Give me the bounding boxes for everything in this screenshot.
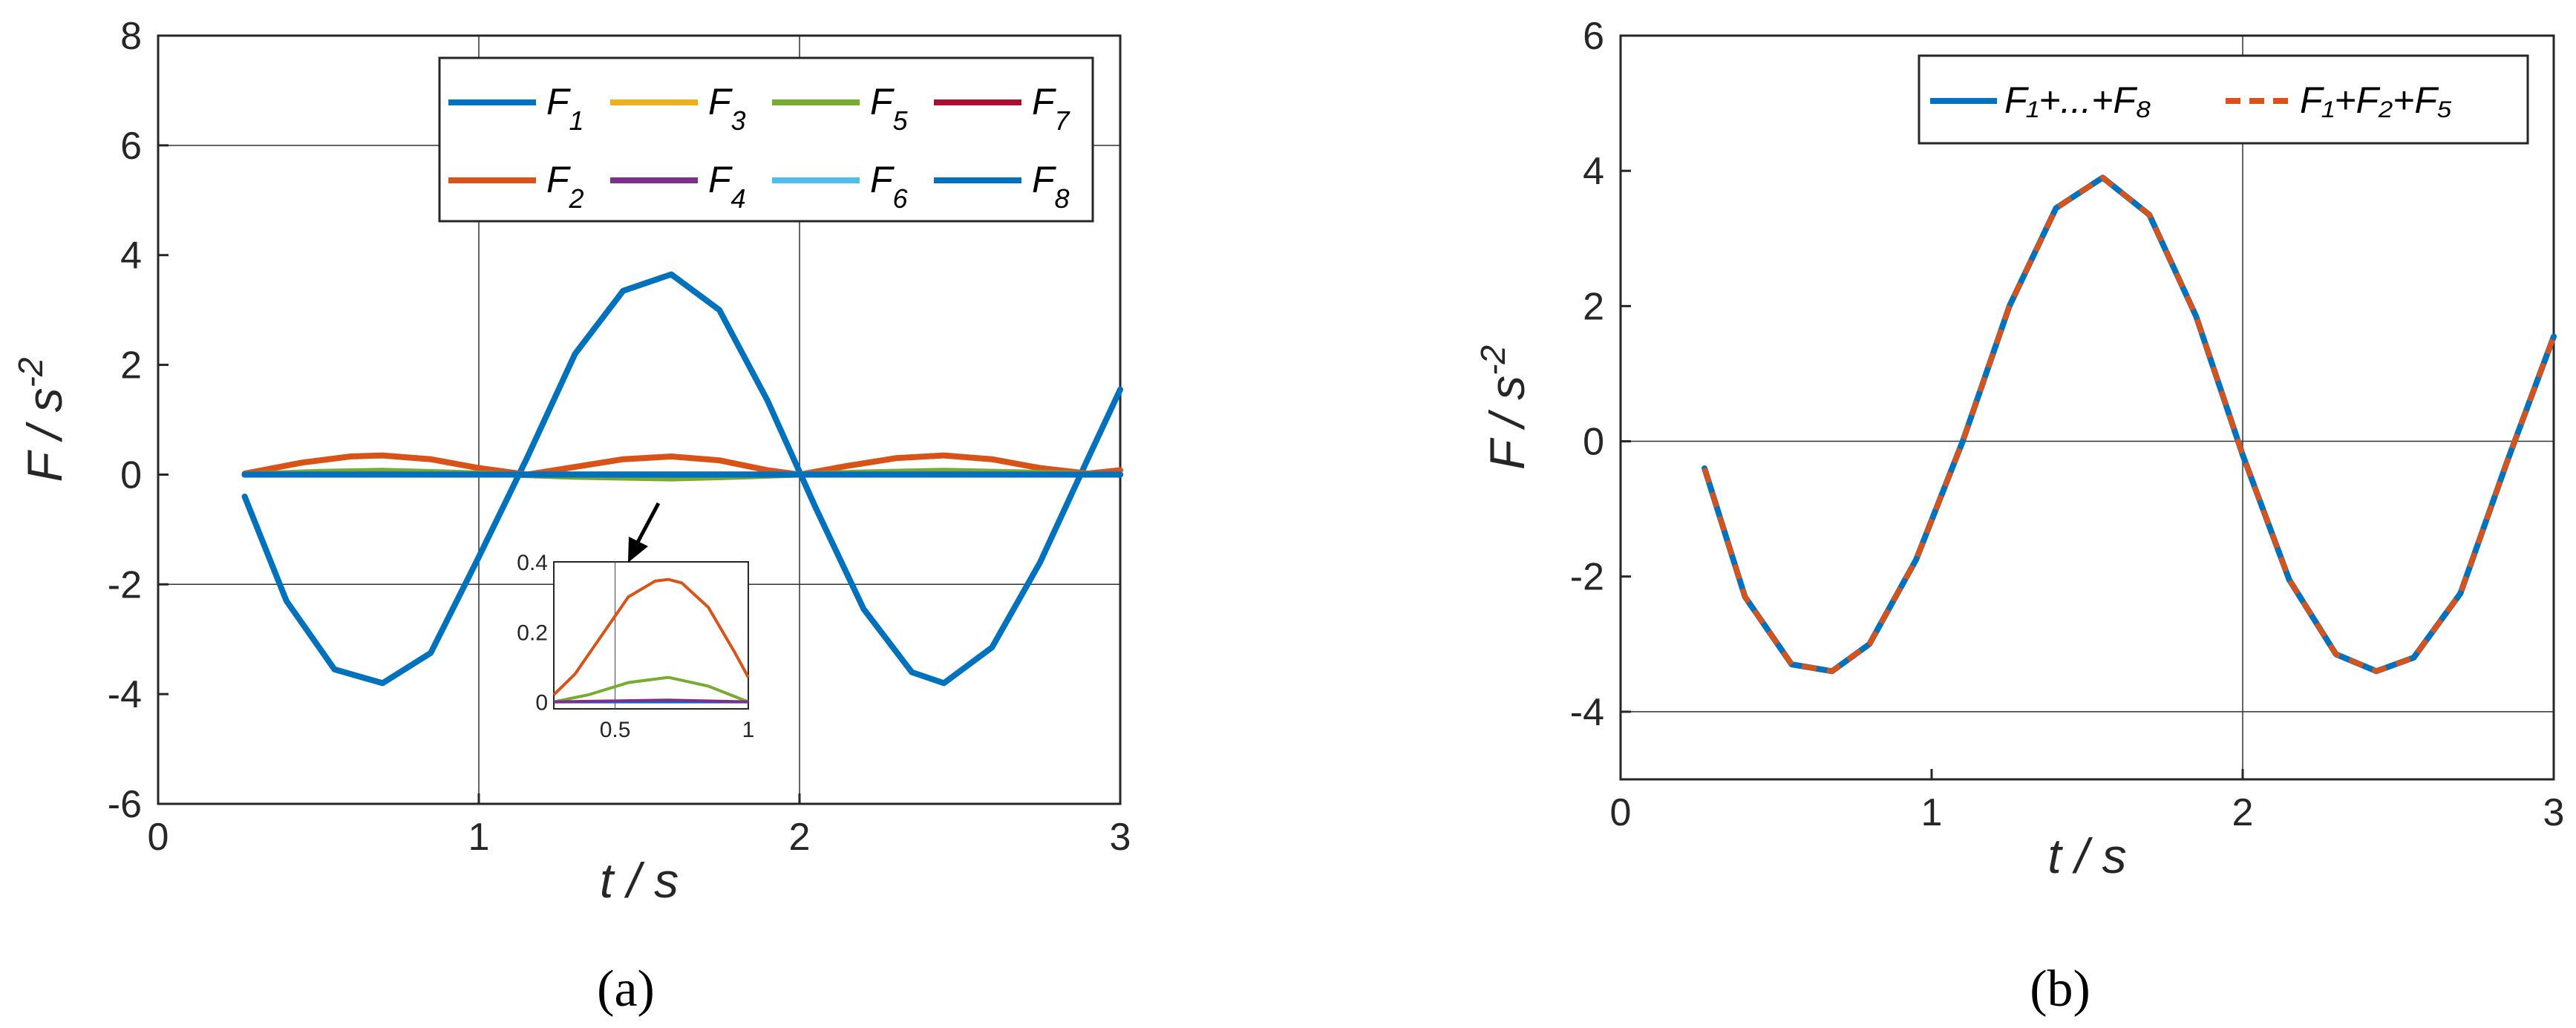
- panel-b-x-ticks: 0 1 2 3: [1610, 769, 2565, 834]
- b-x-tick-label: 0: [1610, 791, 1632, 834]
- a-y-tick-label: -4: [108, 673, 142, 716]
- panel-a-x-axis-label: t / s: [600, 853, 679, 908]
- panel-a-legend-label: F3: [708, 81, 746, 136]
- panel-a-legend-box: [438, 56, 1094, 223]
- panel-a-plot-area: [157, 34, 1122, 805]
- a-series-line-1: [241, 271, 1123, 687]
- panel-a-inset: 0.5 1 0 0.2 0.4: [517, 551, 754, 742]
- inset-y-tick-label: 0: [535, 691, 548, 716]
- panel-b-y-axis-label: F / s-2: [1474, 345, 1534, 470]
- a-x-tick-label: 0: [148, 816, 169, 859]
- panel-a-legend-label: F4: [708, 159, 746, 214]
- a-x-tick-label: 1: [468, 816, 490, 859]
- a-x-tick-label: 2: [789, 816, 811, 859]
- inset-series-line-1: [552, 577, 750, 696]
- legend-label-base: F: [870, 81, 895, 122]
- panel-b-legend-label: F₁+F₂+F₅: [2300, 79, 2452, 121]
- inset-x-tick-label: 0.5: [600, 718, 631, 742]
- panel-a-legend-label: F8: [1032, 159, 1070, 214]
- panel-a-legend-label: F6: [870, 159, 909, 214]
- inset-series-line-4: [553, 698, 749, 704]
- b-series-line-2: [1701, 174, 2557, 674]
- inset-y-tick-label: 0.4: [517, 551, 548, 575]
- legend-label-sub: 3: [731, 105, 746, 136]
- inset-x-tick-label: 1: [742, 718, 755, 742]
- panel-b-legend-box: [1918, 54, 2529, 145]
- panel-a-y-axis-label-exp: -2: [11, 357, 50, 387]
- b-x-tick-label: 3: [2543, 791, 2565, 834]
- panel-b-y-ticks: -4 -2 0 2 4 6: [1570, 15, 1631, 734]
- b-y-tick-label: -4: [1570, 691, 1604, 734]
- legend-label-base: F: [708, 81, 733, 122]
- panel-b-caption: (b): [2030, 960, 2090, 1018]
- legend-label-sub: 5: [893, 105, 909, 136]
- panel-a-y-axis-label: F / s-2: [11, 357, 72, 482]
- a-y-tick-label: -6: [108, 783, 142, 826]
- b-y-tick-label: -2: [1570, 556, 1604, 599]
- legend-label-base: F: [708, 159, 733, 200]
- a-x-tick-label: 3: [1110, 816, 1131, 859]
- a-y-tick-label: -2: [108, 563, 142, 606]
- panel-b-legend-label: F₁+...+F₈: [2004, 79, 2151, 121]
- panel-a-legend-label: F7: [1032, 81, 1071, 136]
- panel-b-x-axis-label: t / s: [2047, 828, 2126, 883]
- panel-a-legend-label: F1: [546, 81, 584, 136]
- b-series-line-1: [1701, 174, 2557, 675]
- inset-arrow-icon: [628, 502, 661, 563]
- a-series-line-2: [241, 452, 1123, 478]
- b-y-tick-label: 2: [1583, 285, 1604, 328]
- panel-a-y-axis-label-base: F / s: [17, 387, 72, 482]
- panel-a-series: [241, 271, 1123, 687]
- b-y-tick-label: 0: [1583, 421, 1604, 464]
- a-y-tick-label: 6: [120, 125, 142, 168]
- panel-a-caption: (a): [597, 960, 655, 1018]
- inset-series-line-2: [553, 675, 749, 704]
- legend-label-base: F: [546, 81, 571, 122]
- legend-label-sub: 8: [1055, 183, 1070, 214]
- legend-label-sub: 7: [1055, 105, 1071, 136]
- inset-plot-area: [553, 561, 749, 710]
- inset-y-tick-label: 0.2: [517, 621, 548, 645]
- panel-b-legend: F₁+...+F₈ F₁+F₂+F₅: [1918, 54, 2529, 145]
- a-y-tick-label: 2: [120, 344, 142, 387]
- panel-a-legend-label: F5: [870, 81, 909, 136]
- a-y-tick-label: 8: [120, 15, 142, 58]
- b-x-tick-label: 1: [1921, 791, 1943, 834]
- b-y-tick-label: 4: [1583, 150, 1604, 193]
- b-x-tick-label: 2: [2232, 791, 2254, 834]
- legend-label-base: F: [1032, 159, 1056, 200]
- b-y-tick-label: 6: [1583, 15, 1604, 58]
- panel-b-grid: [1621, 36, 2554, 779]
- a-y-tick-label: 4: [120, 235, 142, 278]
- legend-label-base: F: [1032, 81, 1056, 122]
- legend-label-sub: 6: [893, 183, 909, 214]
- panel-b-plot-area: [1619, 34, 2555, 781]
- panel-a-y-ticks: -6 -4 -2 0 2 4 6 8: [108, 15, 169, 826]
- panel-b-series: [1701, 174, 2557, 675]
- panel-a-legend-label: F2: [546, 159, 584, 214]
- legend-label-base: F: [546, 159, 571, 200]
- panel-a-x-ticks: 0 1 2 3: [148, 793, 1131, 859]
- legend-label-sub: 2: [569, 183, 584, 214]
- panel-b-y-axis-label-exp: -2: [1474, 345, 1512, 376]
- a-y-tick-label: 0: [120, 454, 142, 497]
- legend-label-sub: 4: [731, 183, 746, 214]
- legend-label-sub: 1: [569, 105, 584, 136]
- legend-label-base: F: [870, 159, 895, 200]
- panel-b-y-axis-label-base: F / s: [1480, 376, 1534, 470]
